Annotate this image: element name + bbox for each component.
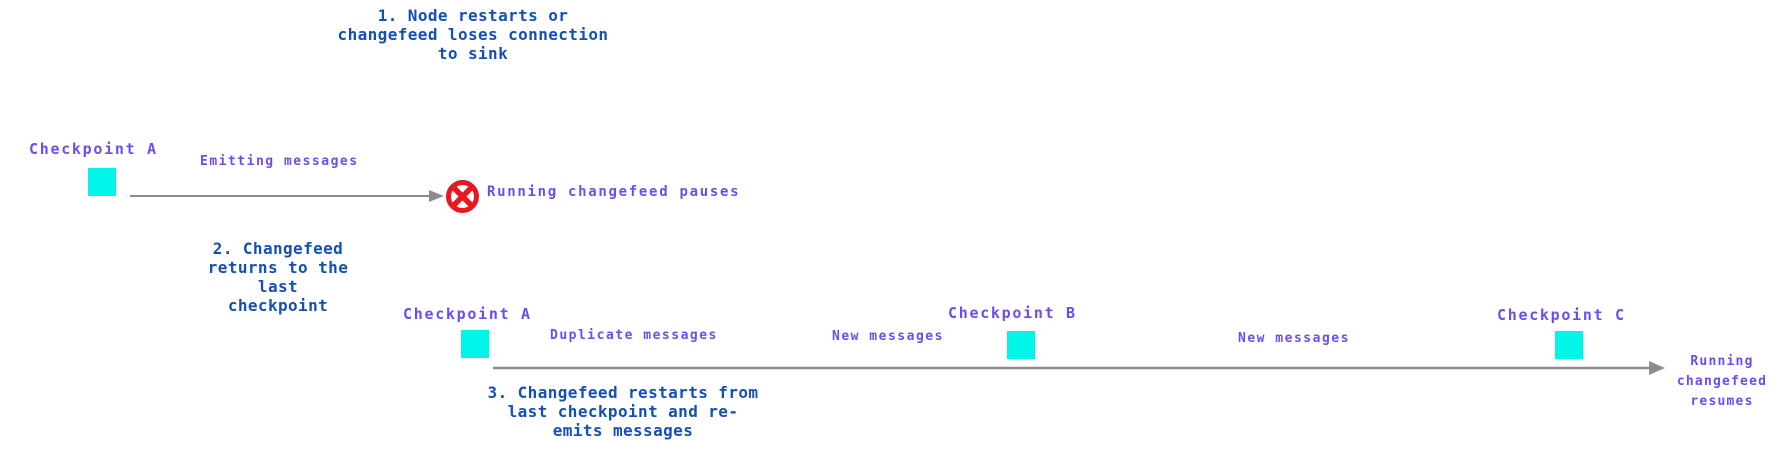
checkpoint-a-label-timeline2: Checkpoint A xyxy=(403,305,532,323)
timeline-1-arrow xyxy=(130,190,444,202)
emitting-messages-label: Emitting messages xyxy=(200,154,359,169)
new-messages-label-1: New messages xyxy=(832,329,944,344)
checkpoint-a-label-timeline1: Checkpoint A xyxy=(29,140,158,158)
running-changefeed-pauses-label: Running changefeed pauses xyxy=(487,184,741,200)
cancel-x-circle-icon xyxy=(446,180,479,213)
duplicate-messages-label: Duplicate messages xyxy=(550,328,718,343)
new-messages-label-2: New messages xyxy=(1238,331,1350,346)
step1-annotation: 1. Node restarts or changefeed loses con… xyxy=(337,6,609,63)
checkpoint-c-marker xyxy=(1555,331,1583,359)
checkpoint-a-marker-timeline2 xyxy=(461,330,489,358)
checkpoint-c-label: Checkpoint C xyxy=(1497,306,1626,324)
checkpoint-a-marker-timeline1 xyxy=(88,168,116,196)
checkpoint-b-label: Checkpoint B xyxy=(948,304,1077,322)
running-changefeed-resumes-label: Running changefeed resumes xyxy=(1676,354,1768,409)
checkpoint-b-marker xyxy=(1007,331,1035,359)
step2-annotation: 2. Changefeed returns to the last checkp… xyxy=(207,239,349,315)
timeline-2-arrow xyxy=(493,361,1665,375)
step3-annotation: 3. Changefeed restarts from last checkpo… xyxy=(487,383,759,440)
